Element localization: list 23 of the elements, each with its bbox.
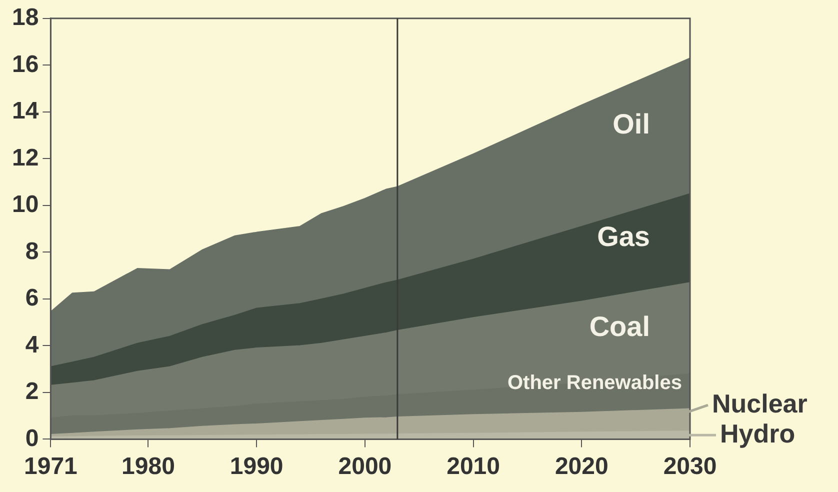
series-label: Coal — [589, 310, 650, 342]
legend-label: Nuclear — [712, 388, 808, 418]
x-tick-label: 2030 — [663, 453, 717, 480]
legend-label: Hydro — [720, 418, 796, 448]
y-tick-label: 16 — [12, 50, 39, 78]
y-tick-label: 4 — [25, 331, 40, 358]
y-tick-label: 18 — [12, 4, 39, 32]
y-tick-label: 14 — [12, 98, 40, 125]
y-tick-label: 6 — [25, 284, 39, 312]
series-label: Other Renewables — [507, 372, 682, 394]
x-tick-label: 1980 — [122, 453, 175, 480]
series-label: Oil — [612, 108, 650, 140]
x-tick-label: 2020 — [554, 453, 608, 480]
y-tick-label: 0 — [25, 424, 39, 452]
y-tick-label: 2 — [25, 378, 39, 406]
x-tick-label: 2000 — [338, 453, 392, 480]
x-tick-label: 1971 — [24, 453, 78, 480]
y-tick-label: 12 — [12, 144, 39, 172]
x-tick-label: 1990 — [230, 453, 284, 480]
y-tick-label: 8 — [25, 238, 39, 265]
x-tick-label: 2010 — [446, 453, 500, 480]
y-tick-label: 10 — [12, 191, 39, 218]
series-label: Gas — [597, 220, 650, 252]
